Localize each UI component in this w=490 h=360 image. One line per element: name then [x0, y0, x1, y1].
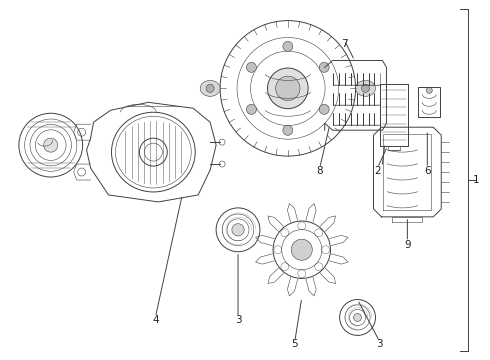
Text: 6: 6 — [424, 166, 431, 176]
Text: 3: 3 — [376, 339, 383, 349]
Text: 4: 4 — [152, 315, 159, 325]
Circle shape — [319, 62, 329, 72]
Text: 9: 9 — [404, 240, 411, 250]
Text: 2: 2 — [374, 166, 381, 176]
Circle shape — [319, 104, 329, 114]
Ellipse shape — [356, 80, 375, 96]
Circle shape — [246, 62, 256, 72]
Text: 8: 8 — [317, 166, 323, 176]
Text: 1: 1 — [473, 175, 480, 185]
Circle shape — [44, 138, 58, 152]
Circle shape — [276, 76, 300, 100]
Circle shape — [354, 314, 362, 321]
Circle shape — [268, 68, 308, 109]
Circle shape — [232, 224, 244, 236]
Circle shape — [206, 84, 214, 92]
Text: 3: 3 — [235, 315, 242, 325]
Circle shape — [426, 87, 432, 93]
Circle shape — [246, 104, 256, 114]
Circle shape — [283, 41, 293, 51]
Circle shape — [291, 239, 312, 260]
Circle shape — [362, 84, 369, 92]
Text: 7: 7 — [342, 39, 348, 49]
Text: 5: 5 — [292, 339, 298, 349]
Circle shape — [283, 125, 293, 135]
Ellipse shape — [200, 80, 220, 96]
